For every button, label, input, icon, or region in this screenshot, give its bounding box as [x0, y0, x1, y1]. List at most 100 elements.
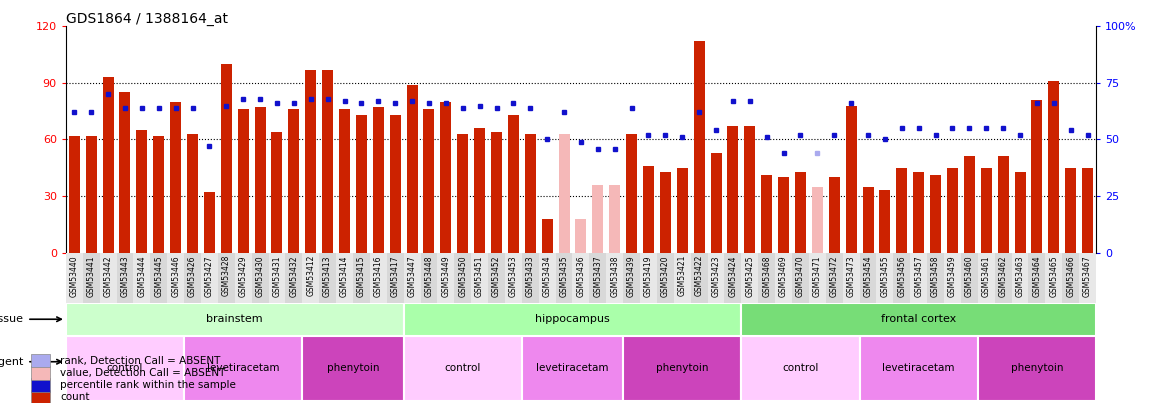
Bar — [910, 253, 927, 303]
Bar — [252, 253, 268, 303]
Bar — [660, 172, 670, 253]
Bar — [555, 253, 573, 303]
Bar — [676, 168, 688, 253]
Text: GSM53444: GSM53444 — [138, 255, 146, 297]
Text: GSM53460: GSM53460 — [964, 255, 974, 297]
Bar — [694, 41, 704, 253]
Bar — [779, 177, 789, 253]
Text: GSM53416: GSM53416 — [374, 255, 382, 296]
Text: GSM53420: GSM53420 — [661, 255, 670, 296]
Text: GSM53461: GSM53461 — [982, 255, 990, 296]
Bar — [116, 253, 133, 303]
Bar — [930, 175, 941, 253]
Bar — [403, 336, 522, 401]
Text: GSM53471: GSM53471 — [813, 255, 822, 296]
Text: GSM53456: GSM53456 — [897, 255, 907, 297]
Text: GSM53446: GSM53446 — [172, 255, 180, 297]
Bar — [505, 253, 522, 303]
Bar — [102, 77, 114, 253]
Bar — [1029, 253, 1045, 303]
Bar — [322, 70, 333, 253]
Text: GSM53438: GSM53438 — [610, 255, 620, 296]
Text: GSM53419: GSM53419 — [644, 255, 653, 296]
Text: GSM53436: GSM53436 — [576, 255, 586, 297]
Bar — [369, 253, 387, 303]
Bar — [843, 253, 860, 303]
Bar — [876, 253, 894, 303]
Bar — [775, 253, 793, 303]
Bar — [626, 134, 637, 253]
Bar — [221, 64, 232, 253]
Text: GSM53428: GSM53428 — [222, 255, 230, 296]
Bar — [995, 253, 1011, 303]
Bar — [151, 253, 167, 303]
Bar — [31, 390, 51, 404]
Text: tissue: tissue — [0, 314, 24, 324]
Bar — [1015, 172, 1025, 253]
Text: GSM53462: GSM53462 — [998, 255, 1008, 296]
Bar — [133, 253, 151, 303]
Bar — [761, 175, 773, 253]
Text: GSM53469: GSM53469 — [780, 255, 788, 297]
Text: GSM53426: GSM53426 — [188, 255, 198, 296]
Bar — [961, 253, 977, 303]
Bar — [187, 134, 198, 253]
Text: levetiracetam: levetiracetam — [536, 363, 609, 373]
Bar — [1082, 168, 1093, 253]
Bar — [728, 126, 739, 253]
Text: GSM53431: GSM53431 — [273, 255, 281, 296]
Bar — [522, 253, 539, 303]
Bar — [100, 253, 116, 303]
Text: hippocampus: hippocampus — [535, 314, 610, 324]
Bar — [862, 187, 874, 253]
Text: phenytoin: phenytoin — [656, 363, 708, 373]
Bar — [457, 134, 468, 253]
Text: control: control — [107, 363, 143, 373]
Text: rank, Detection Call = ABSENT: rank, Detection Call = ABSENT — [60, 356, 221, 366]
Bar — [826, 253, 843, 303]
Bar — [741, 303, 1096, 336]
Bar — [286, 253, 302, 303]
Bar — [31, 354, 51, 367]
Bar — [708, 253, 724, 303]
Bar — [472, 253, 488, 303]
Text: control: control — [782, 363, 818, 373]
Text: GSM53427: GSM53427 — [205, 255, 214, 296]
Bar — [927, 253, 944, 303]
Bar — [488, 253, 505, 303]
Text: GSM53421: GSM53421 — [677, 255, 687, 296]
Bar — [254, 107, 266, 253]
Bar — [793, 253, 809, 303]
Bar — [741, 336, 860, 401]
Bar — [846, 106, 856, 253]
Text: GSM53439: GSM53439 — [627, 255, 636, 297]
Text: GSM53457: GSM53457 — [914, 255, 923, 297]
Bar — [339, 109, 350, 253]
Text: GSM53467: GSM53467 — [1083, 255, 1093, 297]
Bar — [914, 172, 924, 253]
Bar — [136, 130, 147, 253]
Text: GSM53435: GSM53435 — [560, 255, 568, 297]
Text: GSM53415: GSM53415 — [356, 255, 366, 296]
Bar — [542, 219, 553, 253]
Text: GSM53422: GSM53422 — [695, 255, 703, 296]
Text: brainstem: brainstem — [207, 314, 263, 324]
Bar — [474, 128, 486, 253]
Bar — [302, 336, 403, 401]
Text: GSM53458: GSM53458 — [931, 255, 940, 296]
Bar — [403, 303, 741, 336]
Bar — [302, 253, 319, 303]
Bar — [539, 253, 555, 303]
Text: GDS1864 / 1388164_at: GDS1864 / 1388164_at — [66, 12, 228, 26]
Bar — [896, 168, 908, 253]
Bar — [218, 253, 235, 303]
Bar — [1080, 253, 1096, 303]
Text: GSM53425: GSM53425 — [746, 255, 754, 296]
Text: GSM53443: GSM53443 — [120, 255, 129, 297]
Bar — [607, 253, 623, 303]
Text: GSM53434: GSM53434 — [542, 255, 552, 297]
Text: GSM53452: GSM53452 — [492, 255, 501, 296]
Bar — [593, 185, 603, 253]
Bar — [306, 70, 316, 253]
Bar — [759, 253, 775, 303]
